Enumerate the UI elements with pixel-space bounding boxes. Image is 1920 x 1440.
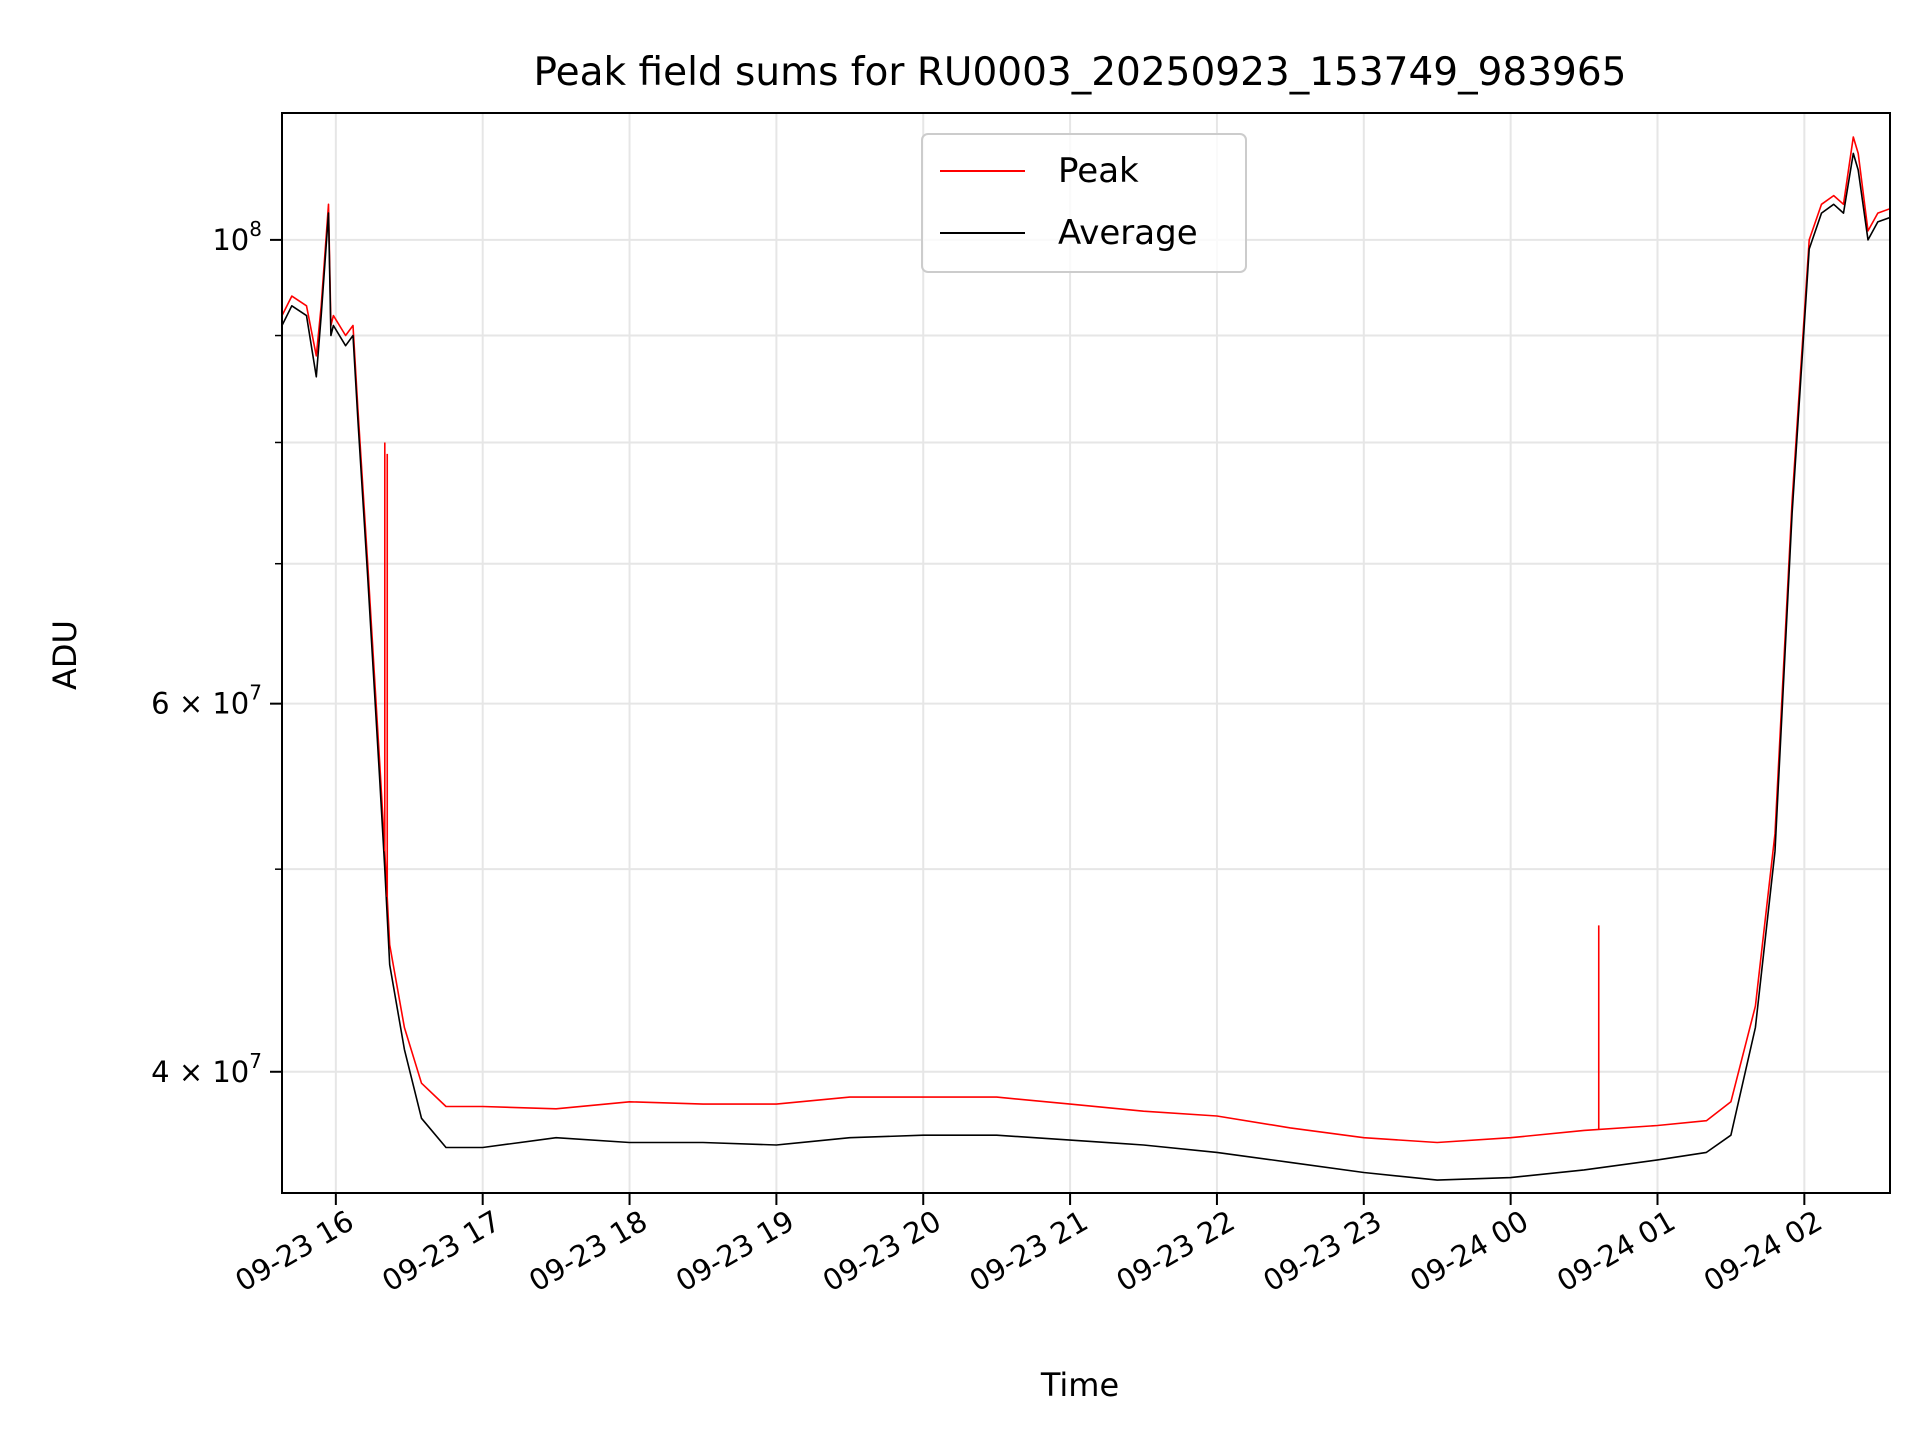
x-tick-label: 09-23 18 <box>523 1204 653 1299</box>
x-tick-label: 09-24 02 <box>1698 1204 1828 1299</box>
x-tick-label: 09-23 22 <box>1111 1204 1241 1299</box>
series-line-average <box>282 152 1890 1181</box>
series-layer <box>282 136 1890 1181</box>
x-tick-label: 09-23 17 <box>376 1204 506 1299</box>
y-axis-title: ADU <box>46 620 84 690</box>
y-tick-label: 108 <box>212 217 262 257</box>
legend: Peak Average <box>921 133 1247 273</box>
legend-label-average: Average <box>1058 213 1198 253</box>
x-tick-label: 09-23 20 <box>817 1204 947 1299</box>
legend-label-peak: Peak <box>1058 151 1139 191</box>
x-tick-label: 09-23 21 <box>964 1204 1094 1299</box>
x-tick-label: 09-24 00 <box>1404 1204 1534 1299</box>
y-axis-ticks: 4 × 107 6 × 107 108 <box>151 217 282 1089</box>
x-tick-label: 09-23 23 <box>1257 1204 1387 1299</box>
grid-lines <box>282 113 1890 1193</box>
x-tick-label: 09-23 16 <box>229 1204 359 1299</box>
x-axis-title: Time <box>1040 1366 1119 1404</box>
x-tick-label: 09-24 01 <box>1551 1204 1681 1299</box>
series-line-peak <box>282 136 1890 1144</box>
chart-title: Peak field sums for RU0003_20250923_1537… <box>534 50 1627 95</box>
plot-area-frame <box>281 112 1891 1194</box>
legend-box <box>921 133 1247 273</box>
y-tick-label: 6 × 107 <box>151 681 262 721</box>
x-tick-label: 09-23 19 <box>670 1204 800 1299</box>
y-tick-label: 4 × 107 <box>151 1049 262 1089</box>
x-axis-ticks: 09-23 16 09-23 17 09-23 18 09-23 19 09-23 20… <box>229 1193 1828 1299</box>
